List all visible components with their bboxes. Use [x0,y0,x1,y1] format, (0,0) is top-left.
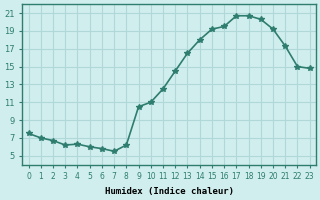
X-axis label: Humidex (Indice chaleur): Humidex (Indice chaleur) [105,187,234,196]
